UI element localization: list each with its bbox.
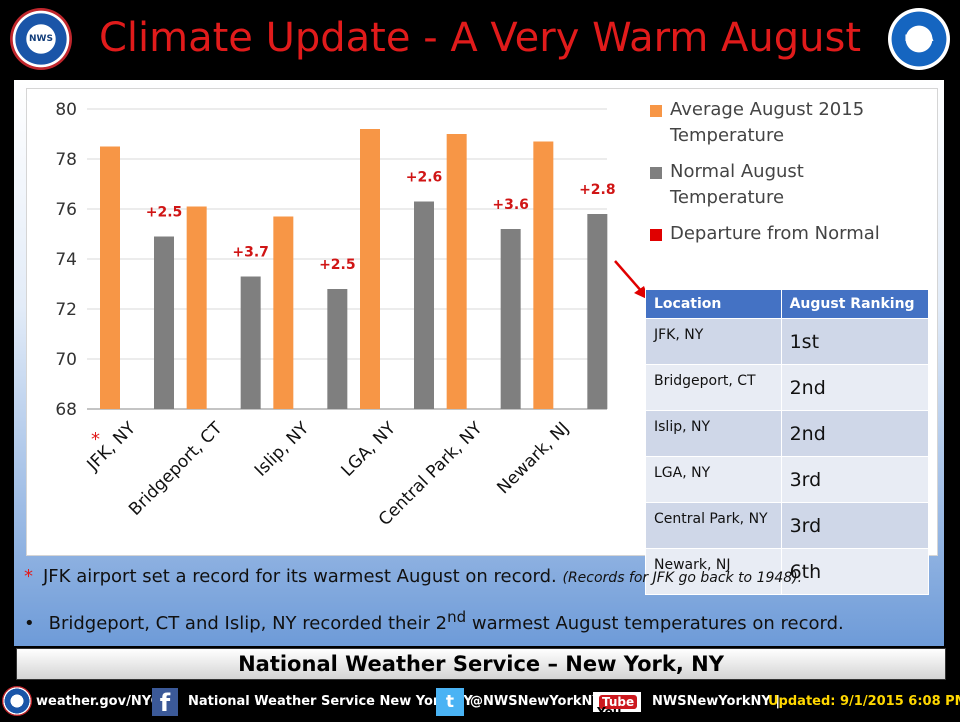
departure-label: +2.6: [406, 170, 443, 186]
header: NWS Climate Update - A Very Warm August …: [0, 0, 960, 78]
legend-swatch-departure: [650, 229, 662, 241]
nws-logo-text: NWS: [29, 34, 53, 44]
ranking-location: LGA, NY: [645, 456, 782, 503]
departure-label: +2.8: [579, 182, 616, 198]
table-row: Central Park, NY 3rd: [645, 502, 930, 549]
table-row: Islip, NY 2nd: [645, 410, 930, 457]
table-row: JFK, NY 1st: [645, 318, 930, 365]
note2-superscript: nd: [447, 608, 467, 626]
y-tick-label: 68: [55, 400, 77, 420]
avg-temp-bar: [446, 134, 467, 409]
footer-band: National Weather Service – New York, NY: [16, 648, 946, 680]
noaa-logo-icon: NOAA: [888, 8, 950, 70]
ranking-location: Bridgeport, CT: [645, 364, 782, 411]
ranking-location: Newark, NJ: [645, 548, 782, 595]
youtube-icon[interactable]: You Tube: [593, 692, 642, 719]
y-tick-label: 76: [55, 200, 77, 220]
twitter-icon[interactable]: t: [436, 688, 464, 716]
avg-temp-bar: [100, 146, 120, 409]
legend-label-average-line2: Temperature: [670, 125, 785, 146]
youtube-logo-tube: Tube: [599, 695, 638, 709]
normal-temp-bar: [154, 236, 174, 409]
legend-item-departure: Departure from Normal: [648, 221, 938, 247]
ranking-note: • Bridgeport, CT and Islip, NY recorded t…: [24, 608, 844, 634]
ranking-value: 3rd: [780, 502, 930, 549]
updated-timestamp: Updated: 9/1/2015 6:08 PM: [768, 694, 960, 709]
facebook-link[interactable]: National Weather Service New York NY: [188, 694, 473, 709]
legend-label-normal-line1: Normal August: [670, 161, 804, 182]
legend-swatch-average: [650, 105, 662, 117]
legend-item-normal: Normal August Temperature: [648, 159, 938, 211]
ranking-location: JFK, NY: [645, 318, 782, 365]
departure-label: +2.5: [319, 257, 356, 273]
x-tick-label: Newark, NJ: [493, 418, 573, 498]
table-row: Bridgeport, CT 2nd: [645, 364, 930, 411]
ranking-header-row: Location August Ranking: [645, 289, 930, 319]
table-row: LGA, NY 3rd: [645, 456, 930, 503]
y-tick-label: 80: [55, 100, 77, 120]
youtube-link[interactable]: NWSNewYorkNY |: [652, 694, 781, 709]
ranking-location: Central Park, NY: [645, 502, 782, 549]
normal-temp-bar: [500, 229, 521, 409]
note1-text: JFK airport set a record for its warmest…: [43, 566, 557, 587]
avg-temp-bar: [360, 129, 380, 409]
avg-temp-bar: [533, 141, 554, 409]
avg-temp-bar: [273, 216, 294, 409]
table-row: Newark, NJ 6th: [645, 548, 930, 595]
note2-text-post: warmest August temperatures on record.: [466, 613, 844, 634]
bottom-bar: weather.gov/NYC f National Weather Servi…: [0, 684, 960, 720]
facebook-icon[interactable]: f: [152, 688, 178, 717]
x-tick-label: LGA, NY: [338, 418, 401, 481]
legend-label-departure: Departure from Normal: [670, 223, 880, 244]
legend-swatch-normal: [650, 167, 662, 179]
ranking-location: Islip, NY: [645, 410, 782, 457]
avg-temp-bar: [186, 206, 207, 409]
note-asterisk: *: [24, 566, 33, 587]
note1-small-text: (Records for JFK go back to 1948).: [562, 570, 803, 586]
record-asterisk: *: [91, 429, 100, 450]
ranking-value: 3rd: [780, 456, 930, 503]
youtube-logo-you: You: [597, 705, 622, 719]
nws-small-logo-icon: [2, 686, 32, 716]
ranking-value: 2nd: [780, 364, 930, 411]
normal-temp-bar: [587, 214, 608, 409]
legend-item-average: Average August 2015 Temperature: [648, 97, 938, 149]
y-tick-label: 74: [55, 250, 77, 270]
ranking-value: 1st: [780, 318, 930, 365]
ranking-value: 2nd: [780, 410, 930, 457]
normal-temp-bar: [414, 201, 434, 409]
note2-text-pre: Bridgeport, CT and Islip, NY recorded th…: [48, 613, 448, 634]
twitter-link[interactable]: @NWSNewYorkNY: [470, 694, 602, 709]
y-tick-label: 78: [55, 150, 77, 170]
y-tick-label: 70: [55, 350, 77, 370]
legend-label-normal-line2: Temperature: [670, 187, 785, 208]
ranking-header-ranking: August Ranking: [780, 289, 930, 319]
website-link[interactable]: weather.gov/NYC: [36, 694, 161, 709]
ranking-value: 6th: [780, 548, 930, 595]
noaa-logo-text: NOAA: [904, 34, 934, 44]
footer-title: National Weather Service – New York, NY: [238, 652, 724, 676]
departure-label: +3.6: [492, 197, 529, 213]
legend-label-average-line1: Average August 2015: [670, 99, 865, 120]
departure-label: +2.5: [146, 205, 183, 221]
ranking-header-location: Location: [645, 289, 782, 319]
note-bullet: •: [24, 613, 35, 634]
x-tick-label: Bridgeport, CT: [125, 418, 227, 520]
departure-label: +3.7: [232, 245, 269, 261]
y-tick-label: 72: [55, 300, 77, 320]
departure-arrow-line: [614, 260, 644, 294]
normal-temp-bar: [240, 276, 261, 409]
nws-logo-icon: NWS: [10, 8, 72, 70]
x-tick-label: Islip, NY: [251, 418, 314, 481]
chart-legend: Average August 2015 Temperature Normal A…: [648, 97, 938, 257]
normal-temp-bar: [327, 289, 348, 409]
page-title: Climate Update - A Very Warm August: [98, 15, 862, 61]
record-note: * JFK airport set a record for its warmes…: [24, 566, 802, 587]
ranking-table: Location August Ranking JFK, NY 1st Brid…: [645, 289, 930, 595]
